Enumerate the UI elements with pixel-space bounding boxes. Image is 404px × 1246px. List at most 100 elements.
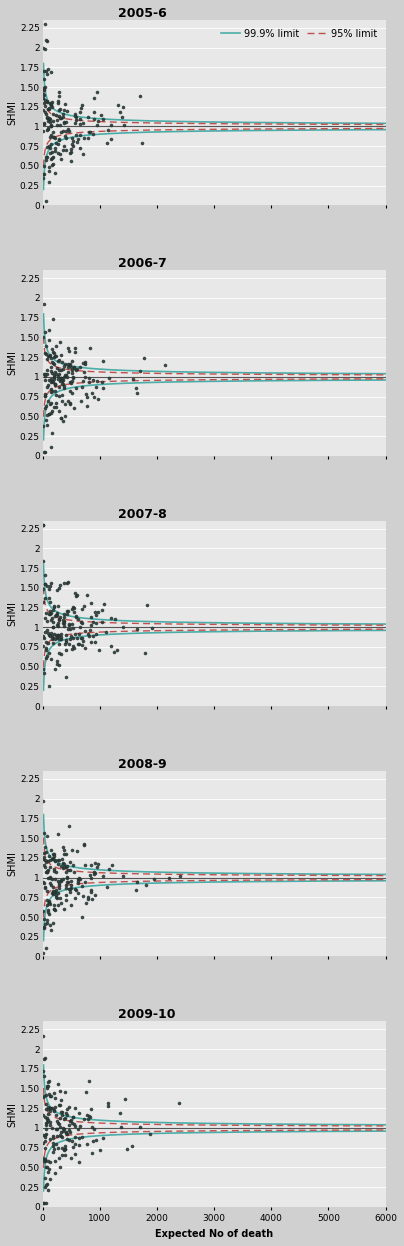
Point [71, 399, 78, 419]
Point [69, 369, 76, 389]
Point [84, 1105, 90, 1125]
Point [56, 878, 62, 898]
Point [41, 93, 48, 113]
Point [40, 1133, 46, 1153]
Point [60, 611, 67, 630]
Point [65, 872, 72, 892]
Point [82, 1082, 89, 1101]
Point [62, 634, 69, 654]
Point [56, 131, 62, 151]
Point [67, 143, 74, 163]
Point [89, 1143, 95, 1163]
Point [120, 866, 126, 886]
Point [121, 115, 127, 135]
Point [78, 95, 85, 115]
Point [90, 88, 97, 108]
Point [63, 886, 69, 906]
Point [60, 103, 66, 123]
Point [48, 379, 55, 399]
Point [68, 875, 74, 895]
Point [46, 108, 52, 128]
Point [45, 136, 52, 156]
Point [45, 623, 51, 643]
Point [50, 1141, 56, 1161]
Point [42, 837, 48, 857]
Text: 2005-6: 2005-6 [118, 7, 167, 20]
Point [55, 854, 61, 873]
Point [69, 1131, 75, 1151]
Point [53, 887, 59, 907]
Point [44, 108, 50, 128]
Point [84, 396, 90, 416]
Point [40, 659, 46, 679]
Point [58, 871, 64, 891]
Point [95, 602, 101, 622]
Point [66, 816, 72, 836]
Point [85, 107, 91, 127]
Point [44, 1098, 51, 1118]
Point [46, 1098, 53, 1118]
X-axis label: Expected No of death: Expected No of death [155, 1229, 273, 1239]
Point [55, 1148, 62, 1168]
Point [45, 346, 51, 366]
Point [50, 127, 57, 147]
Point [62, 406, 68, 426]
Point [57, 629, 64, 649]
Point [44, 862, 50, 882]
Point [55, 850, 61, 870]
Point [47, 1169, 54, 1189]
Point [41, 857, 48, 877]
Point [63, 1105, 70, 1125]
Point [72, 1126, 79, 1146]
Point [56, 350, 63, 370]
Point [64, 339, 71, 359]
Point [44, 861, 50, 881]
Point [130, 369, 136, 389]
Point [43, 1099, 49, 1119]
Point [105, 1093, 111, 1113]
Point [56, 1114, 63, 1134]
Point [43, 1175, 50, 1195]
Point [53, 358, 60, 378]
Point [47, 1099, 53, 1119]
Point [120, 617, 126, 637]
Point [62, 365, 68, 385]
Point [61, 900, 67, 920]
Point [43, 611, 50, 630]
Point [61, 112, 67, 132]
Point [81, 622, 88, 642]
Point [55, 643, 62, 663]
Point [46, 891, 53, 911]
Point [43, 1094, 49, 1114]
Point [62, 640, 69, 660]
Point [50, 111, 56, 131]
Point [42, 321, 48, 341]
Point [60, 858, 67, 878]
Point [52, 138, 58, 158]
Point [67, 373, 74, 392]
Point [100, 108, 107, 128]
Point [99, 351, 106, 371]
Point [50, 898, 57, 918]
Point [40, 1062, 46, 1082]
Point [105, 1096, 111, 1116]
Point [77, 628, 84, 648]
Point [80, 113, 86, 133]
Point [87, 614, 94, 634]
Point [49, 868, 55, 888]
Point [52, 363, 59, 383]
Point [54, 888, 60, 908]
Point [43, 405, 50, 425]
Point [58, 345, 64, 365]
Point [87, 1099, 94, 1119]
Point [92, 602, 99, 622]
Point [72, 338, 78, 358]
Point [61, 356, 67, 376]
Point [70, 635, 76, 655]
Point [79, 907, 86, 927]
Point [93, 376, 99, 396]
Point [46, 643, 52, 663]
Point [41, 855, 47, 875]
Point [53, 133, 59, 153]
Point [69, 128, 76, 148]
